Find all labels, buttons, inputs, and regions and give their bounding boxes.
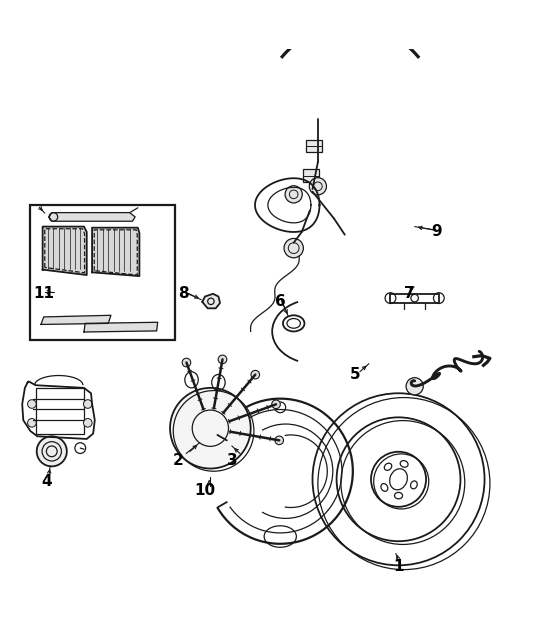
Polygon shape bbox=[84, 322, 158, 332]
Text: 7: 7 bbox=[404, 286, 414, 301]
Circle shape bbox=[37, 436, 67, 466]
Polygon shape bbox=[43, 226, 87, 275]
Circle shape bbox=[275, 436, 284, 445]
Text: 11: 11 bbox=[33, 286, 54, 301]
Text: 8: 8 bbox=[178, 286, 189, 301]
Circle shape bbox=[182, 358, 191, 367]
Text: 2: 2 bbox=[172, 453, 183, 468]
Text: 5: 5 bbox=[350, 367, 361, 382]
Text: 4: 4 bbox=[41, 474, 52, 490]
Circle shape bbox=[285, 186, 302, 203]
Circle shape bbox=[84, 418, 92, 427]
Circle shape bbox=[284, 238, 303, 258]
Circle shape bbox=[84, 399, 92, 408]
Polygon shape bbox=[202, 294, 220, 308]
Polygon shape bbox=[92, 228, 140, 276]
Circle shape bbox=[27, 418, 36, 427]
Text: 3: 3 bbox=[226, 453, 237, 468]
Polygon shape bbox=[41, 315, 111, 324]
Circle shape bbox=[406, 378, 423, 395]
Text: 1: 1 bbox=[393, 559, 404, 574]
Bar bbox=[390, 294, 439, 303]
Circle shape bbox=[251, 370, 260, 379]
Circle shape bbox=[309, 177, 327, 195]
Text: 10: 10 bbox=[195, 483, 216, 497]
Bar bbox=[306, 139, 322, 153]
Bar bbox=[30, 205, 175, 340]
Text: 9: 9 bbox=[431, 225, 441, 240]
Circle shape bbox=[27, 399, 36, 408]
Bar bbox=[303, 169, 320, 182]
Circle shape bbox=[218, 355, 227, 364]
Circle shape bbox=[272, 400, 280, 408]
Text: 6: 6 bbox=[275, 294, 286, 309]
Circle shape bbox=[170, 388, 251, 469]
Polygon shape bbox=[49, 212, 135, 221]
